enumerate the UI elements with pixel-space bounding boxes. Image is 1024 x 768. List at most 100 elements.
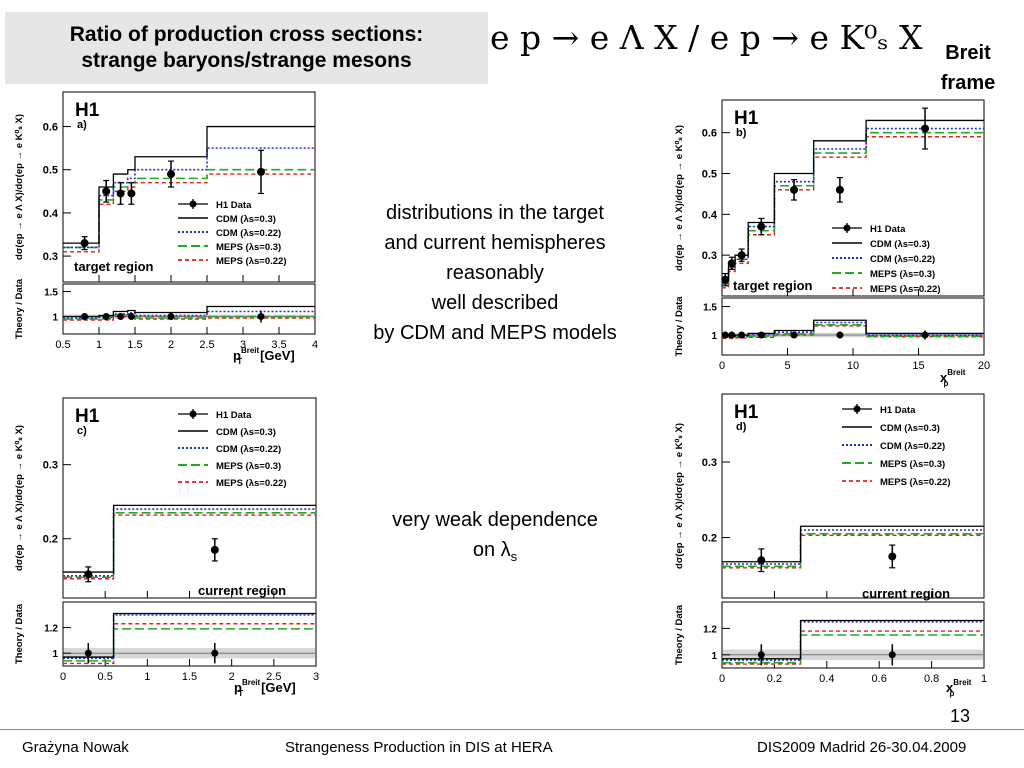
panel-label: a) xyxy=(77,119,87,131)
ratio-data-point xyxy=(757,651,765,659)
legend-data-marker xyxy=(853,405,861,413)
data-point xyxy=(210,545,219,554)
model-line-cdm03 xyxy=(722,119,984,281)
note-line: reasonably xyxy=(446,262,544,284)
lambda-symbol: λ xyxy=(500,539,511,561)
x-tick-label: 20 xyxy=(978,360,990,372)
panel-label: c) xyxy=(77,425,87,437)
legend-label: MEPS (λs=0.3) xyxy=(216,461,281,472)
main-plot-frame xyxy=(721,99,985,297)
model-line-meps022 xyxy=(722,136,984,289)
chart-panel-a: 0.5 1 1.5 2 2.5 3 3.5 4 0.3 0.4 0.5 0.6 1 1.5 H1a) targ… xyxy=(14,91,318,366)
note-hemispheres: distributions in the target and current … xyxy=(330,198,660,348)
experiment-label: H1 xyxy=(734,402,759,423)
region-label: current region xyxy=(198,583,286,598)
data-point xyxy=(257,167,265,176)
note-line: by CDM and MEPS models xyxy=(373,322,617,344)
ratio-formula: e p → e Λ X / e p → e K⁰ₛ X xyxy=(490,18,923,57)
x-tick-label: 1.5 xyxy=(127,339,142,351)
model-line-meps03 xyxy=(63,512,316,579)
legend-label: H1 Data xyxy=(880,405,916,416)
ratio-data-point xyxy=(790,331,798,339)
model-line-cdm022 xyxy=(63,508,316,577)
legend-label: MEPS (λs=0.3) xyxy=(880,459,945,470)
breit-frame-line-2: frame xyxy=(940,72,996,94)
legend-label: MEPS (λs=0.22) xyxy=(870,284,941,295)
legend-label: H1 Data xyxy=(216,410,252,421)
page-number: 13 xyxy=(949,706,970,726)
legend-data-marker xyxy=(189,410,197,418)
x-tick-label: 0.2 xyxy=(767,673,782,685)
y-tick-label: 0.3 xyxy=(702,250,717,262)
slide-title-box: Ratio of production cross sections: stra… xyxy=(5,12,488,84)
data-point xyxy=(790,185,799,194)
ratio-data-point xyxy=(836,331,844,339)
x-tick-label: 2.5 xyxy=(266,671,281,683)
legend-label: MEPS (λs=0.22) xyxy=(880,477,951,488)
model-line-meps022 xyxy=(63,173,315,253)
legend-label: H1 Data xyxy=(870,224,906,235)
data-point xyxy=(84,570,93,579)
y-axis-title: dσ(ep → e Λ X)/dσ(ep → e K⁰ₛ X) xyxy=(674,125,685,271)
x-tick-label: 1 xyxy=(981,673,987,685)
ratio-data-point xyxy=(167,313,175,320)
ratio-line-cdm022 xyxy=(63,310,315,319)
x-tick-label: 0 xyxy=(60,671,66,683)
region-label: target region xyxy=(733,278,813,293)
legend-label: CDM (λs=0.3) xyxy=(870,239,930,250)
y-tick-label: 0.5 xyxy=(702,169,717,181)
legend-label: MEPS (λs=0.22) xyxy=(216,256,287,267)
data-point xyxy=(102,187,111,196)
data-point xyxy=(116,189,125,198)
slide-title-line-2: strange baryons/strange mesons xyxy=(81,49,412,72)
ratio-axis-title: Theory / Data xyxy=(14,603,25,664)
ratio-data-point xyxy=(921,331,929,339)
legend-label: CDM (λs=0.3) xyxy=(216,427,276,438)
ratio-y-tick-label: 1 xyxy=(711,331,717,342)
model-line-meps022 xyxy=(63,514,316,580)
x-tick-label: 1 xyxy=(96,339,102,351)
x-tick-label: 3.5 xyxy=(271,339,286,351)
model-line-cdm022 xyxy=(722,127,984,285)
x-tick-label: 3 xyxy=(313,671,319,683)
footer-divider xyxy=(0,729,1024,730)
data-point xyxy=(727,259,736,268)
experiment-label: H1 xyxy=(734,108,759,129)
y-axis-title: dσ(ep → e Λ X)/dσ(ep → e K⁰ₛ X) xyxy=(14,425,25,571)
x-tick-label: 0.6 xyxy=(872,673,887,685)
experiment-label: H1 xyxy=(75,100,100,121)
breit-frame-line-1: Breit xyxy=(945,42,991,64)
data-point xyxy=(757,222,766,231)
region-label: target region xyxy=(74,259,154,274)
ratio-y-tick-label: 1 xyxy=(711,651,717,662)
legend-label: H1 Data xyxy=(216,200,252,211)
ratio-data-point xyxy=(721,331,729,339)
footer-conference: DIS2009 Madrid 26-30.04.2009 xyxy=(757,739,967,756)
x-axis-title: pBreit T [GeV] xyxy=(234,678,296,698)
ratio-data-point xyxy=(211,649,219,657)
note-line: well described xyxy=(431,292,559,314)
ratio-line-meps022 xyxy=(63,314,315,321)
region-label: current region xyxy=(862,586,950,601)
y-axis-title: dσ(ep → e Λ X)/dσ(ep → e K⁰ₛ X) xyxy=(674,423,685,569)
x-tick-label: 0.8 xyxy=(924,673,939,685)
y-tick-label: 0.2 xyxy=(43,534,58,546)
x-tick-label: 1 xyxy=(144,671,150,683)
y-tick-label: 0.3 xyxy=(43,460,58,472)
legend-data-marker xyxy=(843,224,851,232)
y-tick-label: 0.2 xyxy=(702,533,717,545)
x-tick-label: 0.4 xyxy=(819,673,834,685)
note-line: very weak dependence xyxy=(392,509,598,531)
data-point xyxy=(721,275,730,284)
y-axis-title: dσ(ep → e Λ X)/dσ(ep → e K⁰ₛ X) xyxy=(14,114,25,260)
main-plot-frame xyxy=(62,91,316,283)
legend-label: CDM (λs=0.3) xyxy=(880,423,940,434)
ratio-y-tick-label: 1.2 xyxy=(44,624,58,635)
model-line-cdm03 xyxy=(63,125,315,244)
x-tick-label: 15 xyxy=(912,360,924,372)
footer-author: Grażyna Nowak xyxy=(22,739,129,756)
model-line-meps03 xyxy=(722,131,984,285)
data-point xyxy=(737,251,746,260)
data-point xyxy=(888,552,897,561)
experiment-label: H1 xyxy=(75,406,100,427)
